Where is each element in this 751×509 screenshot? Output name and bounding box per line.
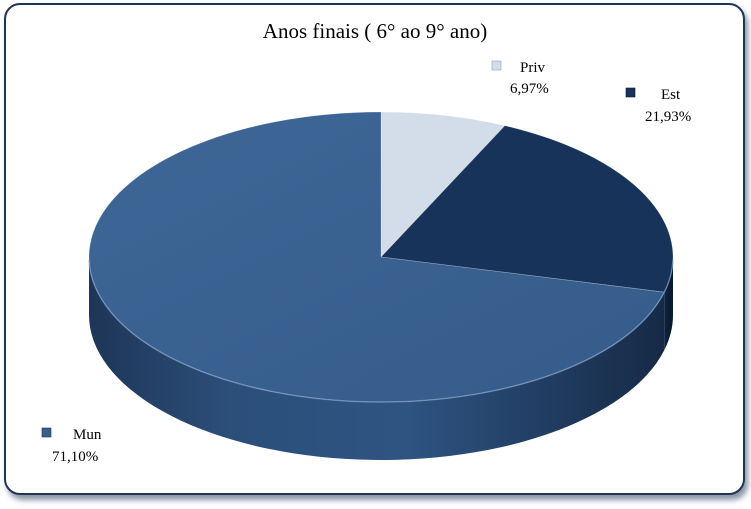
slice-side-est	[664, 257, 673, 351]
label-mun: Mun 71,10%	[41, 427, 102, 465]
legend-marker-priv	[491, 60, 502, 71]
pie-rim-highlight	[88, 259, 674, 403]
slice-value-est: 21,93%	[645, 109, 691, 125]
chart-title: Anos finais ( 6° ao 9° ano)	[263, 19, 487, 43]
slice-name-priv: Priv	[520, 60, 546, 76]
slice-name-mun: Mun	[73, 427, 102, 443]
label-priv: Priv 6,97%	[491, 60, 549, 97]
legend-marker-mun	[41, 427, 52, 438]
slice-value-priv: 6,97%	[510, 81, 549, 97]
slice-value-mun: 71,10%	[52, 449, 98, 465]
slice-priv	[380, 111, 506, 259]
legend-marker-est	[625, 87, 636, 98]
label-est: Est 21,93%	[625, 87, 691, 125]
slice-name-est: Est	[661, 87, 681, 103]
slice-side-mun	[89, 257, 665, 461]
